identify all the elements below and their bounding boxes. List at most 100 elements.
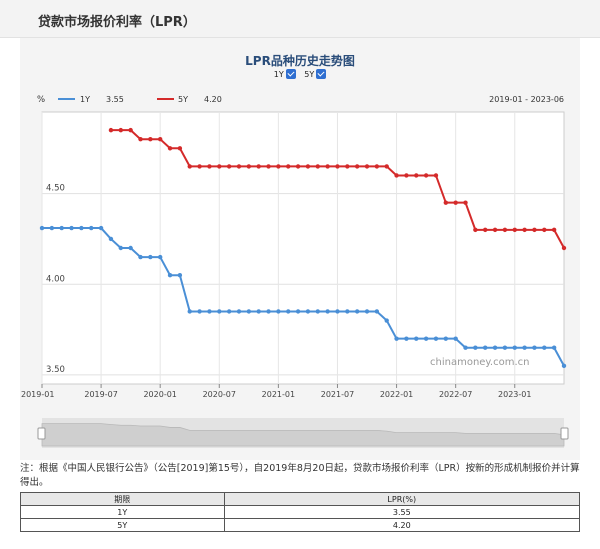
point-1Y-2022-02[interactable] <box>404 336 409 341</box>
point-5Y-2020-11[interactable] <box>256 164 261 169</box>
point-5Y-2022-01[interactable] <box>394 173 399 178</box>
point-5Y-2020-07[interactable] <box>217 164 222 169</box>
point-5Y-2020-10[interactable] <box>246 164 252 169</box>
point-5Y-2019-08[interactable] <box>108 127 114 133</box>
point-5Y-2020-09[interactable] <box>236 164 242 169</box>
toggle-5y-checkbox-icon[interactable] <box>316 69 327 79</box>
point-1Y-2019-07[interactable] <box>98 225 104 231</box>
point-5Y-2023-02[interactable] <box>522 227 527 233</box>
point-1Y-2020-04[interactable] <box>187 309 192 314</box>
point-1Y-2022-11[interactable] <box>492 345 498 350</box>
point-5Y-2021-11[interactable] <box>374 164 380 169</box>
point-5Y-2019-12[interactable] <box>148 137 153 142</box>
point-1Y-2023-01[interactable] <box>512 345 517 350</box>
point-5Y-2021-02[interactable] <box>286 164 291 169</box>
point-1Y-2023-02[interactable] <box>522 345 527 350</box>
point-5Y-2019-10[interactable] <box>128 127 133 133</box>
point-1Y-2022-03[interactable] <box>414 336 419 341</box>
range-navigator[interactable] <box>37 418 569 448</box>
point-1Y-2020-12[interactable] <box>266 309 271 314</box>
point-5Y-2022-03[interactable] <box>414 173 419 178</box>
point-5Y-2020-01[interactable] <box>157 137 163 142</box>
point-1Y-2019-01[interactable] <box>39 225 45 231</box>
point-5Y-2023-06[interactable] <box>561 245 567 251</box>
point-1Y-2023-03[interactable] <box>532 345 537 350</box>
point-5Y-2020-06[interactable] <box>207 164 212 169</box>
point-5Y-2021-09[interactable] <box>354 164 360 169</box>
point-1Y-2021-03[interactable] <box>295 309 301 314</box>
point-1Y-2020-06[interactable] <box>207 309 212 314</box>
point-1Y-2022-07[interactable] <box>453 336 458 341</box>
point-5Y-2022-11[interactable] <box>492 227 498 233</box>
point-1Y-2022-06[interactable] <box>443 336 449 341</box>
toggle-1y-checkbox-icon[interactable] <box>285 69 296 79</box>
point-1Y-2022-12[interactable] <box>502 345 508 350</box>
navigator-right-handle[interactable] <box>560 427 569 440</box>
point-1Y-2020-01[interactable] <box>157 254 163 260</box>
point-5Y-2020-05[interactable] <box>197 164 202 169</box>
point-5Y-2021-10[interactable] <box>364 164 370 169</box>
point-1Y-2022-10[interactable] <box>483 345 488 350</box>
point-5Y-2022-12[interactable] <box>502 227 508 233</box>
point-1Y-2019-06[interactable] <box>89 225 94 231</box>
point-5Y-2020-08[interactable] <box>226 164 232 169</box>
point-1Y-2022-01[interactable] <box>394 336 399 341</box>
point-5Y-2022-06[interactable] <box>443 200 449 205</box>
point-5Y-2021-03[interactable] <box>295 164 301 169</box>
point-5Y-2021-07[interactable] <box>335 164 340 169</box>
point-1Y-2020-05[interactable] <box>197 309 202 314</box>
point-1Y-2019-08[interactable] <box>108 236 114 242</box>
point-5Y-2021-12[interactable] <box>384 164 389 169</box>
point-1Y-2021-05[interactable] <box>315 309 320 314</box>
point-5Y-2021-01[interactable] <box>276 164 281 169</box>
point-5Y-2023-04[interactable] <box>542 227 547 233</box>
point-1Y-2021-06[interactable] <box>325 309 330 314</box>
toggle-5y[interactable]: 5Y <box>304 69 327 79</box>
point-1Y-2019-03[interactable] <box>59 225 64 231</box>
point-1Y-2020-08[interactable] <box>226 309 232 314</box>
point-1Y-2021-01[interactable] <box>276 309 281 314</box>
point-1Y-2023-04[interactable] <box>542 345 547 350</box>
point-1Y-2020-11[interactable] <box>256 309 261 314</box>
point-5Y-2023-05[interactable] <box>551 227 557 233</box>
point-1Y-2019-05[interactable] <box>79 225 84 231</box>
point-1Y-2022-09[interactable] <box>473 345 478 350</box>
point-1Y-2023-05[interactable] <box>551 345 557 350</box>
point-5Y-2022-05[interactable] <box>433 173 439 178</box>
point-5Y-2020-12[interactable] <box>266 164 271 169</box>
point-5Y-2020-03[interactable] <box>177 146 183 151</box>
point-1Y-2019-10[interactable] <box>128 245 133 251</box>
point-1Y-2019-12[interactable] <box>148 254 153 260</box>
point-5Y-2021-06[interactable] <box>325 164 330 169</box>
point-5Y-2022-09[interactable] <box>473 227 478 233</box>
point-1Y-2019-11[interactable] <box>138 254 143 260</box>
point-1Y-2020-09[interactable] <box>236 309 242 314</box>
legend-5y-name[interactable]: 5Y <box>178 95 188 104</box>
point-5Y-2021-05[interactable] <box>315 164 320 169</box>
point-5Y-2022-08[interactable] <box>463 200 468 205</box>
legend-1y-name[interactable]: 1Y <box>80 95 90 104</box>
point-1Y-2022-05[interactable] <box>433 336 439 341</box>
point-1Y-2021-10[interactable] <box>364 309 370 314</box>
point-5Y-2021-08[interactable] <box>345 164 350 169</box>
point-5Y-2023-01[interactable] <box>512 227 517 233</box>
point-1Y-2021-11[interactable] <box>374 309 380 314</box>
point-5Y-2019-09[interactable] <box>118 127 123 133</box>
point-5Y-2020-02[interactable] <box>167 146 173 151</box>
point-5Y-2022-04[interactable] <box>423 173 429 178</box>
point-1Y-2020-02[interactable] <box>167 273 173 278</box>
point-1Y-2021-09[interactable] <box>354 309 360 314</box>
point-1Y-2019-04[interactable] <box>69 225 74 231</box>
point-5Y-2019-11[interactable] <box>138 137 143 142</box>
point-1Y-2021-08[interactable] <box>345 309 350 314</box>
point-1Y-2022-04[interactable] <box>423 336 429 341</box>
point-1Y-2022-08[interactable] <box>463 345 468 350</box>
point-1Y-2021-04[interactable] <box>305 309 311 314</box>
point-1Y-2023-06[interactable] <box>561 363 567 369</box>
point-1Y-2020-07[interactable] <box>217 309 222 314</box>
point-5Y-2022-07[interactable] <box>453 200 458 205</box>
toggle-1y[interactable]: 1Y <box>274 69 296 79</box>
point-5Y-2023-03[interactable] <box>532 227 537 233</box>
point-1Y-2020-10[interactable] <box>246 309 252 314</box>
point-1Y-2020-03[interactable] <box>177 273 183 278</box>
